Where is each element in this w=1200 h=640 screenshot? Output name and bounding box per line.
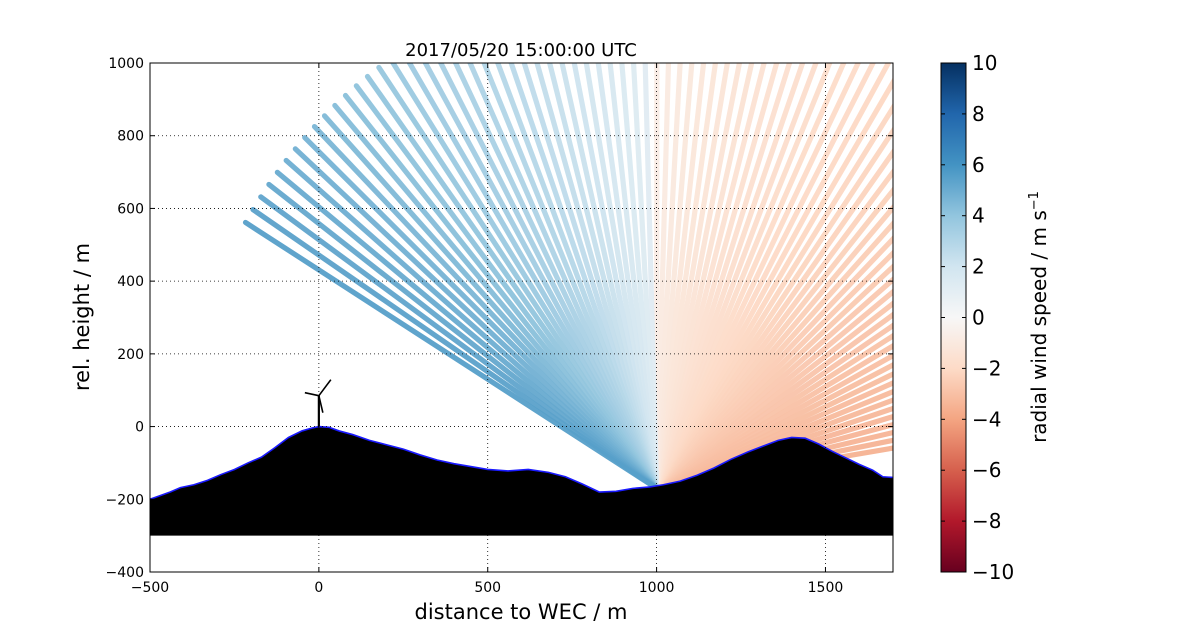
x-tick-label: 500 xyxy=(474,580,501,596)
colorbar-tick-label: 2 xyxy=(972,255,985,279)
x-tick-label: 0 xyxy=(314,580,323,596)
x-tick-label: 1500 xyxy=(808,580,844,596)
y-tick-label: −200 xyxy=(106,492,144,508)
colorbar-tick-label: 10 xyxy=(972,51,997,75)
colorbar-tick-label: 4 xyxy=(972,204,985,228)
x-tick-label: −500 xyxy=(131,580,169,596)
y-tick-label: 800 xyxy=(117,129,144,145)
wind-turbine-icon xyxy=(305,380,331,427)
colorbar-tick-label: 0 xyxy=(972,306,985,330)
y-tick-label: 1000 xyxy=(108,56,144,72)
chart-title: 2017/05/20 15:00:00 UTC xyxy=(405,40,637,61)
colorbar-tick-label: −4 xyxy=(972,407,1001,431)
terrain-fill xyxy=(150,427,893,536)
y-axis-label: rel. height / m xyxy=(70,243,94,391)
colorbar-tick-label: −8 xyxy=(972,509,1001,533)
x-axis-label: distance to WEC / m xyxy=(415,600,628,624)
turbine-blade xyxy=(305,393,319,396)
colorbar-label-superscript: −1 xyxy=(1027,191,1042,210)
colorbar-label: radial wind speed / m s−1 xyxy=(1027,191,1051,443)
colorbar-tick-label: 8 xyxy=(972,102,985,126)
y-tick-label: 400 xyxy=(117,274,144,290)
terrain-layer xyxy=(150,427,893,536)
colorbar-tick-label: −2 xyxy=(972,356,1001,380)
colorbar-label-text: radial wind speed / m s xyxy=(1027,210,1051,443)
colorbar-tick-label: −10 xyxy=(972,560,1014,584)
turbine-blade xyxy=(319,380,331,396)
y-tick-label: 0 xyxy=(135,420,144,436)
x-tick-label: 1000 xyxy=(639,580,675,596)
y-tick-label: 600 xyxy=(117,201,144,217)
colorbar-tick-label: 6 xyxy=(972,153,985,177)
y-tick-label: −400 xyxy=(106,565,144,581)
y-tick-label: 200 xyxy=(117,347,144,363)
colorbar-tick-label: −6 xyxy=(972,458,1001,482)
